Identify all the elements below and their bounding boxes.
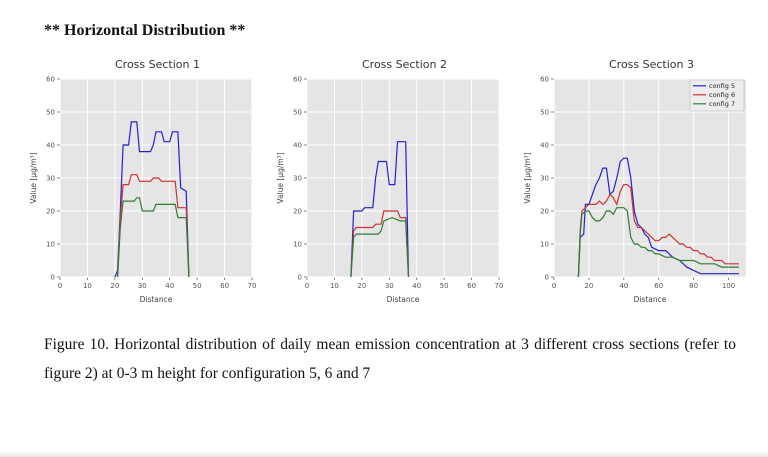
svg-text:30: 30	[293, 174, 302, 182]
chart-cross-section-3: Cross Section 3 0 20 40 60 80 100 0 10 20 30 40 50 6…	[522, 58, 759, 307]
svg-text:60: 60	[654, 282, 663, 290]
svg-text:80: 80	[689, 282, 698, 290]
svg-text:40: 40	[293, 141, 302, 149]
svg-text:20: 20	[540, 207, 549, 215]
svg-text:100: 100	[722, 282, 735, 290]
plot-svg: 0 10 20 30 40 50 60 70 0 10 20 30 40 50 60 Distance Valu…	[276, 75, 504, 304]
section-heading: ** Horizontal Distribution **	[44, 22, 246, 39]
svg-text:20: 20	[584, 282, 593, 290]
svg-text:10: 10	[330, 282, 339, 290]
svg-text:40: 40	[46, 141, 55, 149]
plot-area: 0 20 40 60 80 100 0 10 20 30 40 50 60 Distance Value […	[522, 73, 759, 307]
svg-text:Distance: Distance	[140, 295, 173, 304]
chart-cross-section-2: Cross Section 2 0 10 20 30 40 50 60 70 0 10 20 30 40…	[275, 58, 512, 307]
svg-text:40: 40	[619, 282, 628, 290]
svg-text:30: 30	[46, 174, 55, 182]
svg-text:20: 20	[293, 207, 302, 215]
svg-text:60: 60	[540, 75, 549, 83]
svg-text:0: 0	[58, 282, 62, 290]
svg-text:50: 50	[46, 108, 55, 116]
svg-text:50: 50	[293, 108, 302, 116]
chart-title: Cross Section 2	[361, 58, 447, 71]
svg-text:0: 0	[298, 273, 302, 281]
svg-text:config 6: config 6	[709, 91, 735, 99]
svg-text:20: 20	[110, 282, 119, 290]
svg-text:50: 50	[440, 282, 449, 290]
plot-svg: 0 20 40 60 80 100 0 10 20 30 40 50 60 Distance Value […	[523, 75, 746, 304]
svg-text:50: 50	[540, 108, 549, 116]
svg-text:30: 30	[138, 282, 147, 290]
svg-text:Value [µg/m³]: Value [µg/m³]	[276, 152, 285, 203]
svg-text:40: 40	[412, 282, 421, 290]
svg-text:0: 0	[545, 273, 549, 281]
chart-title: Cross Section 3	[608, 58, 694, 71]
svg-text:0: 0	[552, 282, 556, 290]
plot-svg: 0 10 20 30 40 50 60 70 0 10 20 30 40 50 60 Distance Valu…	[29, 75, 257, 304]
svg-text:config 7: config 7	[709, 100, 735, 108]
svg-text:Distance: Distance	[387, 295, 420, 304]
figure-charts: Cross Section 1 0 10 20 30 40 50 60 70 0 10 20 30 40…	[28, 58, 768, 307]
plot-area: 0 10 20 30 40 50 60 70 0 10 20 30 40 50 60 Distance Valu…	[275, 73, 512, 307]
chart-title: Cross Section 1	[114, 58, 200, 71]
svg-text:40: 40	[165, 282, 174, 290]
svg-text:60: 60	[220, 282, 229, 290]
svg-text:config 5: config 5	[709, 82, 735, 90]
svg-text:30: 30	[385, 282, 394, 290]
svg-text:Distance: Distance	[634, 295, 667, 304]
svg-text:10: 10	[83, 282, 92, 290]
svg-text:60: 60	[467, 282, 476, 290]
svg-text:20: 20	[46, 207, 55, 215]
svg-text:10: 10	[540, 240, 549, 248]
chart-cross-section-1: Cross Section 1 0 10 20 30 40 50 60 70 0 10 20 30 40…	[28, 58, 265, 307]
svg-text:60: 60	[293, 75, 302, 83]
svg-text:Value [µg/m³]: Value [µg/m³]	[29, 152, 38, 203]
window-edge-shadow	[0, 451, 768, 457]
svg-text:40: 40	[540, 141, 549, 149]
svg-text:60: 60	[46, 75, 55, 83]
svg-text:0: 0	[305, 282, 309, 290]
svg-text:0: 0	[51, 273, 55, 281]
svg-text:70: 70	[248, 282, 257, 290]
svg-text:50: 50	[193, 282, 202, 290]
svg-text:70: 70	[495, 282, 504, 290]
svg-text:10: 10	[46, 240, 55, 248]
figure-caption: Figure 10. Horizontal distribution of da…	[44, 336, 736, 382]
svg-text:10: 10	[293, 240, 302, 248]
svg-text:20: 20	[357, 282, 366, 290]
svg-text:30: 30	[540, 174, 549, 182]
plot-area: 0 10 20 30 40 50 60 70 0 10 20 30 40 50 60 Distance Valu…	[28, 73, 265, 307]
svg-text:Value [µg/m³]: Value [µg/m³]	[523, 152, 532, 203]
